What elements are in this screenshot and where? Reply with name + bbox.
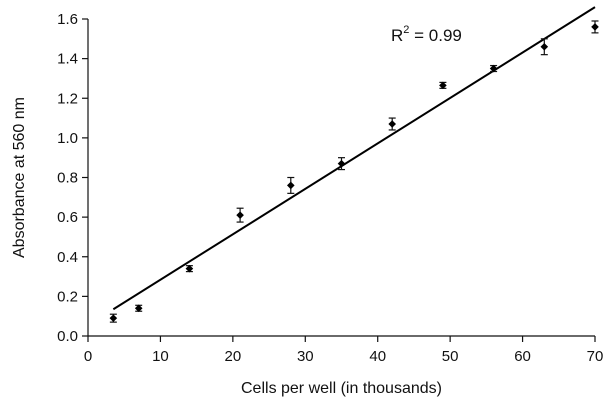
r-squared-value: = 0.99 xyxy=(409,26,461,45)
marker xyxy=(236,211,244,219)
y-tick-label: 0.6 xyxy=(57,209,78,226)
data-point xyxy=(185,264,194,273)
data-point xyxy=(591,20,599,34)
r-squared-base: R xyxy=(391,26,403,45)
data-point xyxy=(439,81,447,90)
x-tick-label: 60 xyxy=(514,348,531,365)
marker xyxy=(591,23,599,31)
trendline xyxy=(112,6,596,311)
marker xyxy=(287,181,295,190)
y-tick-label: 0.0 xyxy=(57,328,78,345)
x-tick-label: 70 xyxy=(587,348,604,365)
y-ticks: 0.0 0.2 0.4 0.6 0.8 1.0 1.2 1.4 1.6 xyxy=(57,11,88,345)
marker xyxy=(388,120,396,128)
y-tick-label: 0.2 xyxy=(57,288,78,305)
data-point xyxy=(489,64,498,73)
data-point xyxy=(287,176,295,194)
marker xyxy=(134,304,143,313)
trendline-group xyxy=(112,6,596,311)
marker xyxy=(540,42,549,51)
data-point xyxy=(134,304,143,313)
data-points xyxy=(109,20,599,323)
marker xyxy=(337,159,346,168)
y-tick-label: 1.2 xyxy=(57,90,78,107)
x-tick-label: 40 xyxy=(369,348,386,365)
marker xyxy=(489,64,498,73)
r-squared-annotation: R2 = 0.99 xyxy=(391,24,462,45)
axes xyxy=(87,19,595,337)
y-tick-label: 1.4 xyxy=(57,51,78,68)
data-point xyxy=(337,157,346,171)
marker xyxy=(185,264,194,273)
y-tick-label: 0.4 xyxy=(57,249,78,266)
x-axis-title: Cells per well (in thousands) xyxy=(241,380,442,397)
x-tick-label: 50 xyxy=(442,348,459,365)
y-tick-label: 1.6 xyxy=(57,11,78,28)
x-tick-label: 20 xyxy=(225,348,242,365)
y-tick-label: 0.8 xyxy=(57,170,78,187)
x-ticks: 0 10 20 30 40 50 60 70 xyxy=(84,336,604,365)
data-point xyxy=(388,117,396,131)
x-tick-label: 10 xyxy=(152,348,169,365)
y-axis-title: Absorbance at 560 nm xyxy=(11,97,28,258)
data-point xyxy=(236,207,244,223)
y-tick-label: 1.0 xyxy=(57,130,78,147)
marker xyxy=(109,314,118,322)
data-point xyxy=(540,38,549,56)
data-point xyxy=(109,313,118,323)
x-tick-label: 30 xyxy=(297,348,314,365)
marker xyxy=(439,81,447,90)
r-squared-superscript: 2 xyxy=(403,24,409,36)
x-tick-label: 0 xyxy=(84,348,92,365)
